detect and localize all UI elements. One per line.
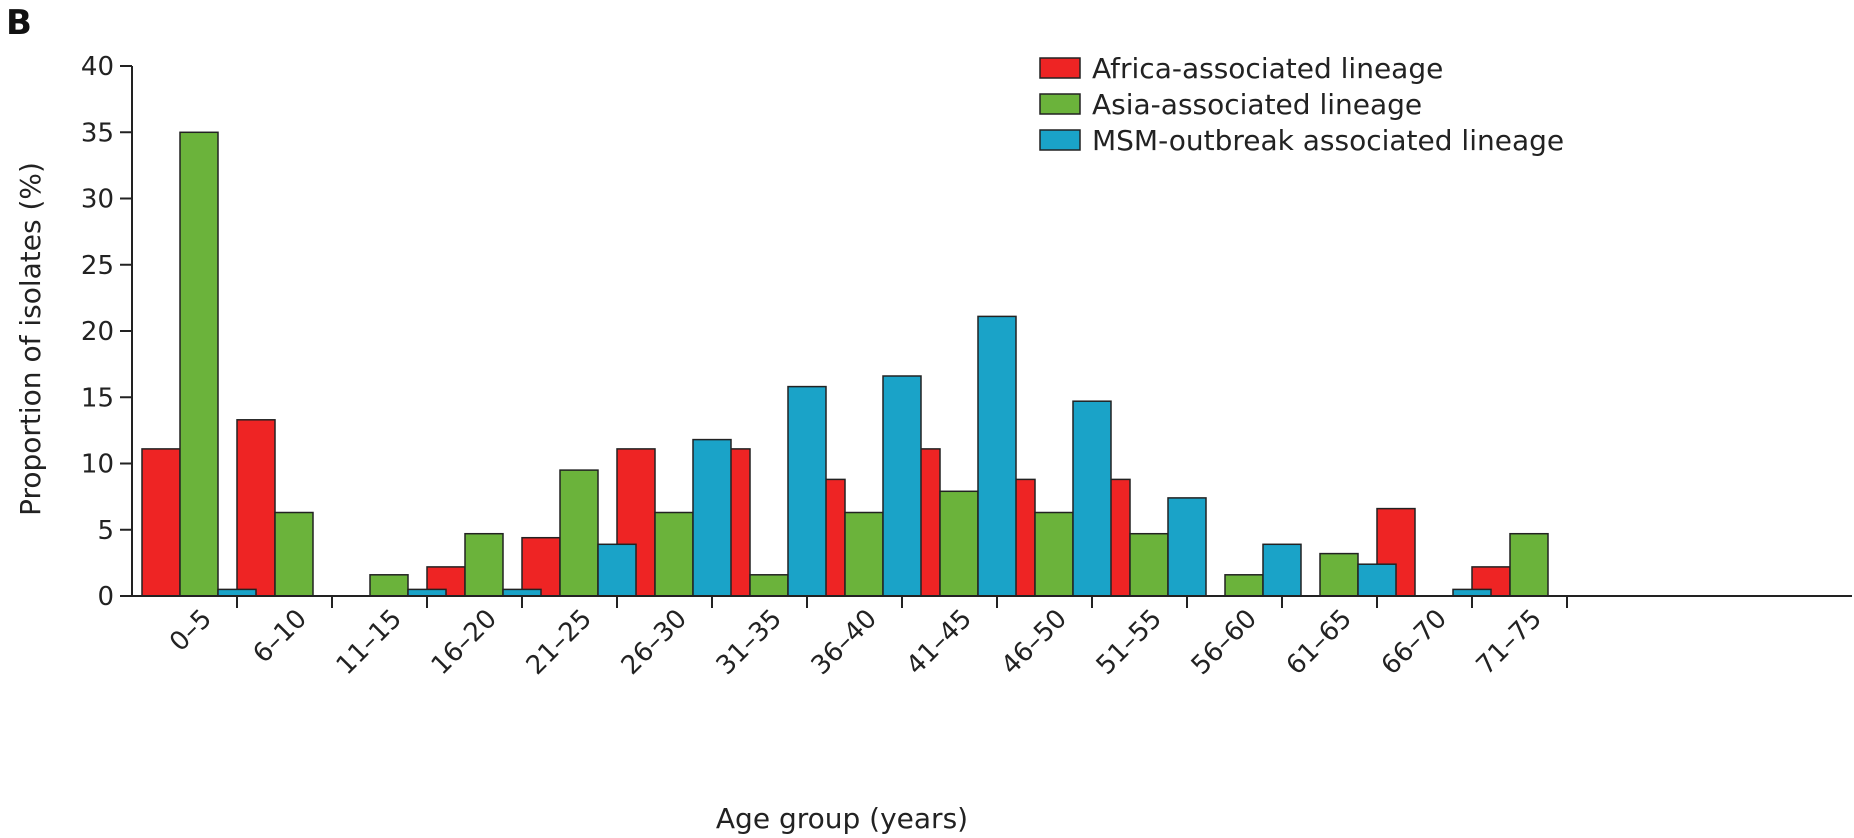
y-axis: 0 5 10 15 20 25 30 35 40 bbox=[81, 52, 133, 612]
x-tick-label: 31–35 bbox=[711, 604, 788, 681]
x-tick-label: 0–5 bbox=[164, 604, 218, 658]
bar-2-9 bbox=[939, 490, 979, 597]
legend-swatch-3 bbox=[1039, 129, 1081, 151]
bar-2-3 bbox=[369, 574, 409, 597]
bar-2-2 bbox=[274, 511, 314, 597]
bar-2-11 bbox=[1129, 532, 1169, 597]
bar-1-5 bbox=[521, 536, 561, 597]
y-tick-label: 15 bbox=[81, 383, 114, 413]
x-tick-label: 71–75 bbox=[1471, 604, 1548, 681]
y-tick-label: 5 bbox=[97, 516, 114, 546]
bar-2-13 bbox=[1319, 552, 1359, 597]
legend-label-1: Africa-associated lineage bbox=[1092, 52, 1443, 85]
x-tick-label: 61–65 bbox=[1281, 604, 1358, 681]
bar-2-6 bbox=[654, 511, 694, 597]
bar-2-5 bbox=[559, 469, 599, 597]
x-tick-label: 26–30 bbox=[616, 604, 693, 681]
y-tick-label: 10 bbox=[81, 450, 114, 480]
bar-3-10 bbox=[1072, 400, 1112, 597]
y-tick-label: 35 bbox=[81, 118, 114, 148]
legend: Africa-associated lineageAsia-associated… bbox=[1039, 52, 1564, 157]
y-tick-label: 30 bbox=[81, 185, 114, 215]
x-tick-label: 51–55 bbox=[1091, 604, 1168, 681]
x-tick-label: 36–40 bbox=[806, 604, 883, 681]
x-tick-label: 16–20 bbox=[426, 604, 503, 681]
bar-1-1 bbox=[141, 448, 181, 597]
legend-swatch-1 bbox=[1039, 57, 1081, 79]
bar-1-2 bbox=[236, 419, 276, 597]
bar-3-6 bbox=[692, 438, 732, 597]
bar-2-12 bbox=[1224, 574, 1264, 597]
legend-label-3: MSM-outbreak associated lineage bbox=[1092, 124, 1564, 157]
x-tick-label: 66–70 bbox=[1376, 604, 1453, 681]
bar-2-4 bbox=[464, 532, 504, 597]
y-tick-label: 20 bbox=[81, 317, 114, 347]
legend-swatch-2 bbox=[1039, 93, 1081, 115]
legend-label-2: Asia-associated lineage bbox=[1092, 88, 1422, 121]
bar-3-12 bbox=[1262, 543, 1302, 597]
x-tick-label: 46–50 bbox=[996, 604, 1073, 681]
bar-2-1 bbox=[179, 131, 219, 597]
y-tick-label: 0 bbox=[97, 582, 114, 612]
bar-3-8 bbox=[882, 375, 922, 597]
bar-3-7 bbox=[787, 385, 827, 597]
x-tick-label: 56–60 bbox=[1186, 604, 1263, 681]
bar-3-5 bbox=[597, 543, 637, 597]
x-tick-label: 6–10 bbox=[247, 604, 313, 670]
panel-label: B bbox=[6, 3, 32, 43]
bar-2-15 bbox=[1509, 532, 1549, 597]
bar-2-8 bbox=[844, 511, 884, 597]
y-tick-label: 25 bbox=[81, 251, 114, 281]
x-tick-label: 21–25 bbox=[521, 604, 598, 681]
y-tick-label: 40 bbox=[81, 52, 114, 82]
x-axis-title: Age group (years) bbox=[716, 802, 968, 835]
x-tick-label: 11–15 bbox=[331, 604, 408, 681]
bars-group bbox=[141, 131, 1549, 597]
bar-3-9 bbox=[977, 315, 1017, 597]
x-tick-label: 41–45 bbox=[901, 604, 978, 681]
bar-3-13 bbox=[1357, 563, 1397, 597]
bar-2-7 bbox=[749, 574, 789, 597]
x-axis: 0–5 6–10 11–15 16–20 21–25 26–30 31–35 36–40 41–… bbox=[132, 595, 1852, 681]
y-axis-title: Proportion of isolates (%) bbox=[14, 162, 47, 516]
bar-2-10 bbox=[1034, 511, 1074, 597]
bar-3-11 bbox=[1167, 497, 1207, 597]
